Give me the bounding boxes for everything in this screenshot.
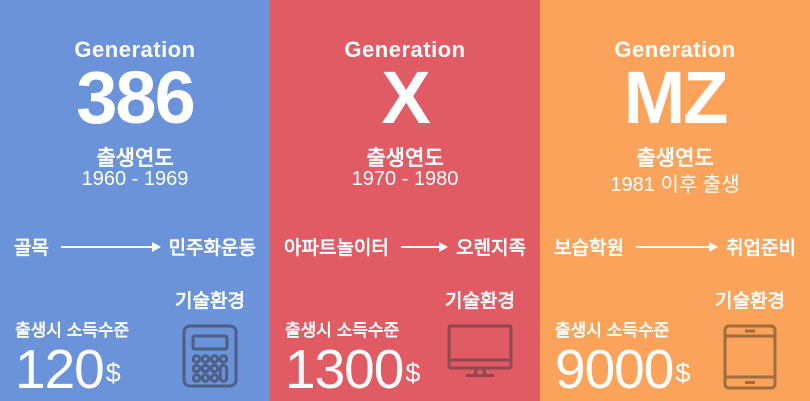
monitor-icon bbox=[447, 324, 513, 378]
birth-year-title: 출생연도 bbox=[636, 147, 714, 170]
generation-code: MZ bbox=[623, 56, 729, 139]
income-value: 9000$ bbox=[555, 342, 691, 397]
income-label: 출생시 소득수준 bbox=[285, 321, 400, 340]
culture-transition: 아파트놀이터 오렌지족 bbox=[284, 233, 526, 260]
culture-to-label: 취업준비 bbox=[726, 238, 796, 259]
culture-to-label: 오렌지족 bbox=[456, 238, 526, 259]
currency-symbol: $ bbox=[105, 358, 121, 388]
right-arrow-icon bbox=[60, 245, 159, 248]
income-amount: 9000 bbox=[555, 338, 674, 400]
smartphone-icon bbox=[723, 324, 777, 390]
birth-year-range: 1970 - 1980 bbox=[351, 168, 459, 190]
culture-to-label: 민주화운동 bbox=[168, 238, 256, 259]
income-amount: 1300 bbox=[285, 338, 404, 400]
tech-environment-label: 기술환경 bbox=[715, 291, 785, 312]
panel-generation-x: Generation X 출생연도 1970 - 1980 아파트놀이터 오렌지… bbox=[270, 0, 540, 401]
income-value: 1300$ bbox=[285, 342, 421, 397]
right-arrow-icon bbox=[400, 245, 447, 248]
panel-generation-mz: Generation MZ 출생연도 1981 이후 출생 보습학원 취업준비 … bbox=[540, 0, 810, 401]
income-amount: 120 bbox=[15, 338, 105, 400]
generation-label: Generation bbox=[74, 37, 196, 62]
culture-transition: 보습학원 취업준비 bbox=[554, 233, 796, 260]
culture-from-label: 보습학원 bbox=[554, 238, 624, 259]
birth-year-title: 출생연도 bbox=[366, 147, 444, 170]
calculator-icon bbox=[182, 324, 238, 388]
birth-year-range: 1960 - 1969 bbox=[81, 168, 189, 190]
culture-transition: 골목 민주화운동 bbox=[14, 233, 256, 260]
culture-from-label: 골목 bbox=[14, 238, 49, 259]
tech-environment-label: 기술환경 bbox=[445, 291, 515, 312]
income-at-birth-block: 출생시 소득수준 9000$ bbox=[555, 316, 690, 397]
generation-label: Generation bbox=[614, 37, 736, 62]
generation-label: Generation bbox=[344, 37, 466, 62]
generation-code: 386 bbox=[76, 56, 195, 139]
generation-code: X bbox=[381, 56, 430, 139]
income-label: 출생시 소득수준 bbox=[555, 321, 670, 340]
tech-environment-block: 기술환경 bbox=[442, 286, 518, 383]
birth-year-range: 1981 이후 출생 bbox=[610, 174, 740, 196]
currency-symbol: $ bbox=[675, 358, 691, 388]
right-arrow-icon bbox=[635, 245, 717, 248]
income-at-birth-block: 출생시 소득수준 1300$ bbox=[285, 316, 420, 397]
culture-from-label: 아파트놀이터 bbox=[284, 238, 389, 259]
income-label: 출생시 소득수준 bbox=[15, 321, 130, 340]
tech-environment-block: 기술환경 bbox=[172, 286, 248, 393]
tech-environment-label: 기술환경 bbox=[175, 291, 245, 312]
currency-symbol: $ bbox=[405, 358, 421, 388]
panel-generation-386: Generation 386 출생연도 1960 - 1969 골목 민주화운동… bbox=[0, 0, 270, 401]
birth-year-title: 출생연도 bbox=[96, 147, 174, 170]
income-value: 120$ bbox=[15, 342, 129, 397]
income-at-birth-block: 출생시 소득수준 120$ bbox=[15, 316, 129, 397]
tech-environment-block: 기술환경 bbox=[712, 286, 788, 395]
